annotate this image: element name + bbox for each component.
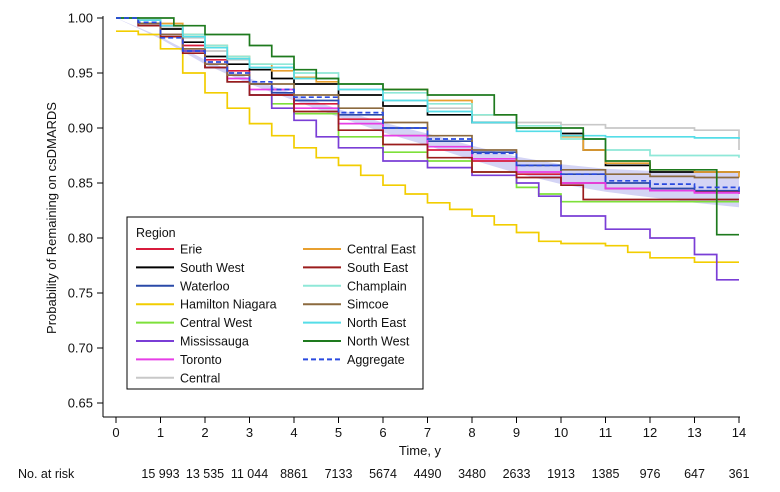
risk-value: 13 535: [186, 467, 224, 481]
y-tick-label: 0.90: [68, 121, 93, 136]
legend-item-hamilton-niagara: Hamilton Niagara: [136, 298, 277, 312]
y-axis-title: Probability of Remaining on csDMARDS: [44, 102, 59, 334]
risk-value: 1913: [547, 467, 575, 481]
legend-label: Central West: [180, 316, 253, 330]
risk-value: 7133: [325, 467, 353, 481]
risk-values: 15 993 13 535 11 044 8861 7133 5674 4490 3480 26…: [141, 467, 749, 481]
legend-label: Central: [180, 371, 220, 385]
legend-item-south-west: South West: [136, 261, 245, 275]
y-tick-label: 0.95: [68, 66, 93, 81]
y-tick-label: 0.80: [68, 231, 93, 246]
legend-label: North West: [347, 335, 410, 349]
y-tick-label: 0.75: [68, 286, 93, 301]
legend-box: [126, 216, 424, 390]
x-tick-label: 1: [157, 425, 164, 440]
legend-label: Waterloo: [180, 279, 230, 293]
legend-item-waterloo: Waterloo: [136, 279, 230, 293]
legend-item-north-west: North West: [303, 335, 410, 349]
legend-label: Mississauga: [180, 335, 249, 349]
legend-label: Aggregate: [347, 353, 405, 367]
x-tick-label: 11: [599, 425, 613, 440]
legend-label: Central East: [347, 243, 416, 257]
series-line-mississauga: [116, 17, 739, 281]
x-tick-label: 13: [687, 425, 701, 440]
legend-item-central-east: Central East: [303, 243, 416, 257]
risk-value: 5674: [369, 467, 397, 481]
x-tick-label: 3: [246, 425, 253, 440]
x-tick-label: 10: [554, 425, 568, 440]
x-tick-label: 7: [424, 425, 431, 440]
risk-value: 11 044: [231, 467, 268, 481]
x-tick-label: 2: [201, 425, 208, 440]
legend-items: Erie South West Waterloo Hamilton Niagara Ce…: [136, 243, 416, 385]
risk-value: 8861: [280, 467, 308, 481]
legend-item-champlain: Champlain: [303, 279, 407, 293]
risk-value: 647: [684, 467, 705, 481]
legend-item-erie: Erie: [136, 243, 202, 257]
risk-value: 3480: [458, 467, 486, 481]
series-line-north-east: [116, 17, 740, 139]
risk-table: No. at risk 15 993 13 535 11 044 8861 7133 56…: [18, 467, 749, 481]
x-axis-title: Time, y: [399, 443, 442, 458]
legend-item-aggregate: Aggregate: [303, 353, 405, 367]
series-line-north-west: [116, 17, 739, 236]
risk-value: 361: [729, 467, 750, 481]
risk-value: 2633: [503, 467, 531, 481]
legend-label: Champlain: [347, 279, 407, 293]
legend-item-toronto: Toronto: [136, 353, 222, 367]
legend-item-simcoe: Simcoe: [303, 298, 389, 312]
legend: Region Erie South West Waterloo Hamilton Ni…: [126, 216, 424, 390]
y-tick-label: 1.00: [68, 11, 93, 26]
y-tick-label: 0.65: [68, 396, 93, 411]
legend-item-south-east: South East: [303, 261, 409, 275]
risk-value: 976: [640, 467, 661, 481]
x-tick-label: 4: [290, 425, 297, 440]
risk-value: 1385: [592, 467, 620, 481]
legend-label: Erie: [180, 243, 202, 257]
x-tick-label: 5: [335, 425, 342, 440]
legend-item-mississauga: Mississauga: [136, 335, 249, 349]
legend-item-north-east: North East: [303, 316, 407, 330]
legend-label: South East: [347, 261, 409, 275]
legend-label: South West: [180, 261, 245, 275]
x-tick-label: 9: [513, 425, 520, 440]
y-tick-label: 0.85: [68, 176, 93, 191]
risk-value: 15 993: [141, 467, 179, 481]
risk-table-label: No. at risk: [18, 467, 75, 481]
legend-label: North East: [347, 316, 407, 330]
x-ticks: 0 1 2 3 4 5 6 7 8 9 10 11 12 13 14: [112, 417, 746, 440]
x-tick-label: 0: [112, 425, 119, 440]
y-ticks: 0.65 0.70 0.75 0.80 0.85 0.90 0.95 1.00: [68, 11, 103, 411]
x-tick-label: 6: [379, 425, 386, 440]
legend-item-central-west: Central West: [136, 316, 253, 330]
legend-label: Toronto: [180, 353, 222, 367]
series-layer: [116, 17, 740, 281]
legend-item-central: Central: [136, 371, 220, 385]
risk-value: 4490: [414, 467, 442, 481]
series-line-hamilton-niagara: [116, 30, 739, 264]
y-tick-label: 0.70: [68, 341, 93, 356]
axes-layer: [102, 16, 740, 418]
legend-label: Simcoe: [347, 298, 389, 312]
series-line-aggregate: [116, 17, 740, 191]
x-tick-label: 12: [643, 425, 657, 440]
legend-title: Region: [136, 226, 176, 240]
legend-label: Hamilton Niagara: [180, 298, 277, 312]
x-tick-label: 8: [468, 425, 475, 440]
x-tick-label: 14: [732, 425, 746, 440]
